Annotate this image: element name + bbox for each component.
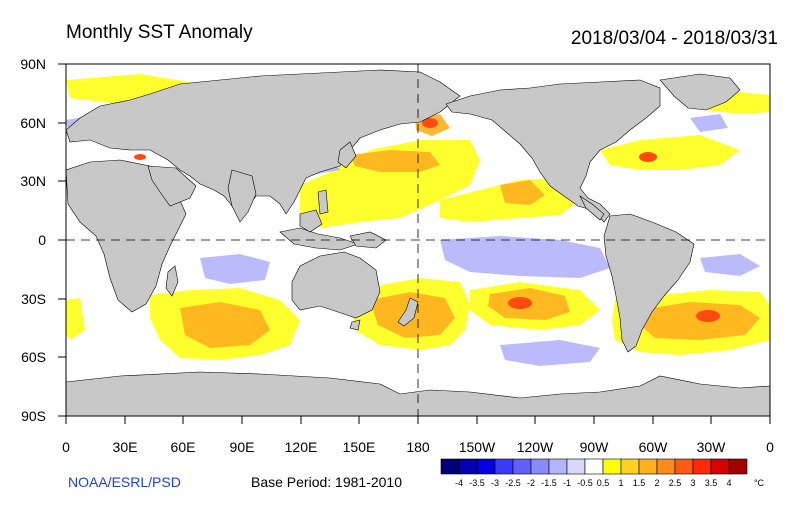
new-zealand [397,297,419,327]
base-period-label: Base Period: 1981-2010 [251,474,402,490]
map-title: Monthly SST Anomaly [66,22,253,43]
legend-swatch [638,458,658,475]
legend-swatch [458,458,478,475]
legend-tick-label: 1 [618,478,623,488]
arabian-peninsula [147,165,197,207]
credit-label: NOAA/ESRL/PSD [68,474,181,490]
lon-label-30w: 30W [697,439,727,455]
tasmania [349,319,361,331]
south-america [603,213,695,353]
legend-swatch [530,458,550,475]
philippines [317,189,329,215]
legend-tick-label: 2.5 [669,478,682,488]
legend-swatch [512,458,532,475]
strong-warm-regions [134,118,720,322]
legend-swatch [440,458,460,475]
lon-label-150e: 150E [343,439,376,455]
legend-tick-label: 3 [690,478,695,488]
legend-swatch [566,458,586,475]
madagascar [165,265,179,297]
lon-label-60e: 60E [171,439,196,455]
legend-swatch [584,458,604,475]
legend-tick-label: -3 [491,478,499,488]
lat-label-30s: 30S [21,291,46,307]
color-legend: -4 -3.5 -3 -2.5 -2 -1.5 -1 -0.5 0.5 1 1.5 2 2.5 3 3.5 4… [440,458,765,488]
lat-label-90s: 90S [21,408,46,424]
lon-label-0: 0 [62,439,70,455]
legend-unit: °C [754,478,765,488]
north-america [445,79,661,223]
lon-label-60w: 60W [639,439,669,455]
lat-label-60s: 60S [21,349,46,365]
legend-tick-label: 3.5 [705,478,718,488]
india [227,169,257,223]
legend-tick-label: -2.5 [505,478,521,488]
legend-swatch [656,458,676,475]
legend-tick-label: 2 [654,478,659,488]
australia [291,251,381,319]
lon-label-180: 180 [406,439,430,455]
legend-swatch [476,458,496,475]
lat-ticks [58,63,66,417]
legend-tick-label: -0.5 [577,478,593,488]
lon-label-0-right: 0 [766,439,774,455]
lon-label-30e: 30E [113,439,138,455]
japan [337,141,357,169]
legend-swatch [602,458,622,475]
legend-swatch [620,458,640,475]
legend-tick-label: -1 [563,478,571,488]
lon-label-120e: 120E [285,439,318,455]
legend-tick-label: 1.5 [633,478,646,488]
lat-label-90n: 90N [20,56,46,72]
legend-tick-label: -3.5 [469,478,485,488]
lon-label-90e: 90E [230,439,255,455]
lon-label-120w: 120W [517,439,554,455]
lat-label-60n: 60N [20,115,46,131]
greenland [659,73,741,111]
legend-swatch [548,458,568,475]
central-america [579,195,605,221]
lat-label-30n: 30N [20,173,46,189]
lon-label-150w: 150W [459,439,496,455]
legend-swatch [728,458,748,475]
legend-tick-label: 0.5 [597,478,610,488]
legend-swatch [494,458,514,475]
lat-label-0: 0 [38,232,46,248]
lon-label-90w: 90W [580,439,610,455]
legend-swatch [710,458,730,475]
legend-tick-label: -1.5 [541,478,557,488]
date-range: 2018/03/04 - 2018/03/31 [570,28,778,49]
eurasia [66,69,461,221]
lon-ticks [65,416,771,424]
legend-tick-label: -4 [455,478,463,488]
legend-tick-label: -2 [527,478,535,488]
legend-tick-label: 4 [726,478,731,488]
legend-swatch [692,458,712,475]
legend-swatch [674,458,694,475]
borneo [299,209,323,233]
